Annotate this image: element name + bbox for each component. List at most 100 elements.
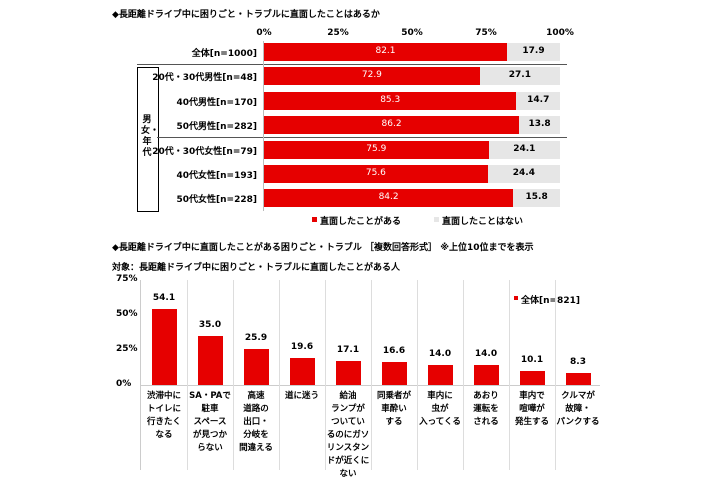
value-label: 19.6 bbox=[290, 341, 314, 352]
row-label: 50代女性[n=228] bbox=[176, 195, 258, 205]
bar-yes bbox=[264, 165, 488, 183]
legend-label: 直面したことがある bbox=[320, 217, 402, 227]
category-label-line: ランプが bbox=[331, 404, 365, 414]
value-label: 17.1 bbox=[336, 345, 360, 356]
value-label: 16.6 bbox=[382, 345, 406, 356]
value-label: 72.9 bbox=[361, 70, 382, 80]
category-label-line: 虫が bbox=[431, 404, 449, 414]
value-label: 24.1 bbox=[513, 144, 536, 154]
bar-no bbox=[513, 189, 560, 207]
category-divider bbox=[187, 280, 188, 470]
category-divider bbox=[371, 280, 372, 470]
bar bbox=[381, 361, 407, 385]
legend-label: 直面したことはない bbox=[442, 217, 524, 227]
row-label: 20代・30代女性[n=79] bbox=[152, 147, 257, 157]
bar bbox=[243, 348, 269, 385]
chart2-title: ◆長距離ドライブ中に直面したことがある困りごと・トラブル ［複数回答形式］ ※上… bbox=[112, 243, 534, 253]
value-label: 86.2 bbox=[381, 119, 402, 129]
group-box bbox=[137, 67, 159, 212]
category-label-line: るのにガソ bbox=[326, 430, 370, 440]
category-label-line: ない bbox=[339, 469, 357, 479]
bar bbox=[335, 361, 361, 385]
category-label: 高速道路の出口・分岐を間違える bbox=[233, 390, 279, 455]
category-label: SA・PAで 駐車 スペース が見つか らない bbox=[187, 390, 233, 455]
category-divider bbox=[509, 280, 510, 470]
y-axis-line bbox=[140, 280, 141, 470]
category-divider bbox=[233, 280, 234, 470]
bar bbox=[289, 357, 315, 385]
value-label: 15.8 bbox=[525, 192, 548, 202]
chart2-subtitle: 対象：長距離ドライブ中に困りごと・トラブルに直面したことがある人 bbox=[112, 263, 401, 273]
category-label-line: 間違える bbox=[239, 443, 273, 453]
category-label-line: クルマが bbox=[561, 391, 595, 401]
bar bbox=[565, 373, 591, 385]
chart1-title: ◆長距離ドライブ中に困りごと・トラブルに直面したことはあるか bbox=[112, 10, 380, 20]
category-label-line: あおり bbox=[473, 391, 499, 401]
row-label: 40代女性[n=193] bbox=[176, 171, 258, 181]
legend-swatch-red bbox=[312, 217, 317, 222]
category-divider bbox=[325, 280, 326, 470]
bar-no bbox=[488, 141, 560, 159]
value-label: 24.4 bbox=[512, 168, 535, 178]
x-tick-label: 75% bbox=[475, 28, 497, 38]
bar bbox=[519, 370, 545, 385]
legend-swatch-gray bbox=[434, 217, 439, 222]
bar-yes bbox=[264, 116, 520, 134]
bar-no bbox=[519, 116, 560, 134]
row-label: 全体[n=1000] bbox=[191, 49, 257, 59]
category-label-line: 道路の bbox=[243, 404, 269, 414]
category-label-line: 出口・ bbox=[243, 417, 269, 427]
category-label-line: 喧嘩が bbox=[519, 404, 545, 414]
bar-no bbox=[516, 92, 560, 110]
category-label: 渋滞中に トイレに 行きたく なる bbox=[141, 390, 187, 442]
category-label-line: 道に迷う bbox=[284, 391, 319, 401]
category-label: 道に迷う bbox=[279, 390, 325, 403]
category-label-line: 入ってくる bbox=[419, 417, 461, 427]
bar-yes bbox=[264, 43, 508, 61]
value-label: 84.2 bbox=[378, 192, 399, 202]
value-label: 14.0 bbox=[428, 349, 452, 360]
value-label: 85.3 bbox=[380, 95, 401, 105]
x-tick-label: 100% bbox=[546, 28, 574, 38]
category-label-line: ついてい bbox=[331, 417, 365, 427]
bar-no bbox=[507, 43, 560, 61]
category-label-line: 高速 bbox=[247, 391, 265, 401]
category-label-line: 分岐を bbox=[243, 430, 269, 440]
x-tick-label: 25% bbox=[327, 28, 349, 38]
x-tick-label: 0% bbox=[256, 28, 272, 38]
category-divider bbox=[463, 280, 464, 470]
y-tick-label: 75% bbox=[116, 274, 138, 284]
value-label: 75.6 bbox=[365, 168, 386, 178]
value-label: 13.8 bbox=[528, 119, 551, 129]
category-label-line: 渋滞中に bbox=[146, 391, 181, 401]
category-label-line: SA・PAで bbox=[189, 391, 231, 401]
value-label: 14.7 bbox=[527, 95, 550, 105]
category-label-line: らない bbox=[197, 443, 223, 453]
bar bbox=[473, 365, 499, 385]
bar-yes bbox=[264, 92, 517, 110]
category-label-line: ドが近くに bbox=[326, 456, 370, 466]
category-label: 同乗者が 車酔い する bbox=[371, 390, 417, 429]
category-label-line: 同乗者が bbox=[376, 391, 411, 401]
divider bbox=[157, 137, 567, 138]
category-label-line: 車内で bbox=[519, 391, 545, 401]
legend-label: 全体[n=821] bbox=[521, 296, 580, 306]
value-label: 25.9 bbox=[244, 332, 268, 343]
row-label: 50代男性[n=282] bbox=[176, 122, 258, 132]
value-label: 75.9 bbox=[366, 144, 387, 154]
category-divider bbox=[279, 280, 280, 470]
category-label-line: する bbox=[385, 417, 403, 427]
category-label-line: が見つか bbox=[192, 430, 227, 440]
axis-line bbox=[263, 41, 264, 211]
category-label-line: 運転を bbox=[473, 404, 499, 414]
bar-no bbox=[479, 67, 560, 85]
category-label-line: パンクする bbox=[556, 417, 600, 427]
category-label-line: される bbox=[473, 417, 499, 427]
category-label-line: 故障・ bbox=[565, 404, 591, 414]
category-label: 車内で 喧嘩が 発生する bbox=[509, 390, 555, 429]
x-axis-line bbox=[140, 385, 600, 386]
category-label-line: スペース bbox=[193, 417, 227, 427]
bar-yes bbox=[264, 141, 489, 159]
x-tick-label: 50% bbox=[401, 28, 423, 38]
category-label-line: トイレに bbox=[146, 404, 181, 414]
